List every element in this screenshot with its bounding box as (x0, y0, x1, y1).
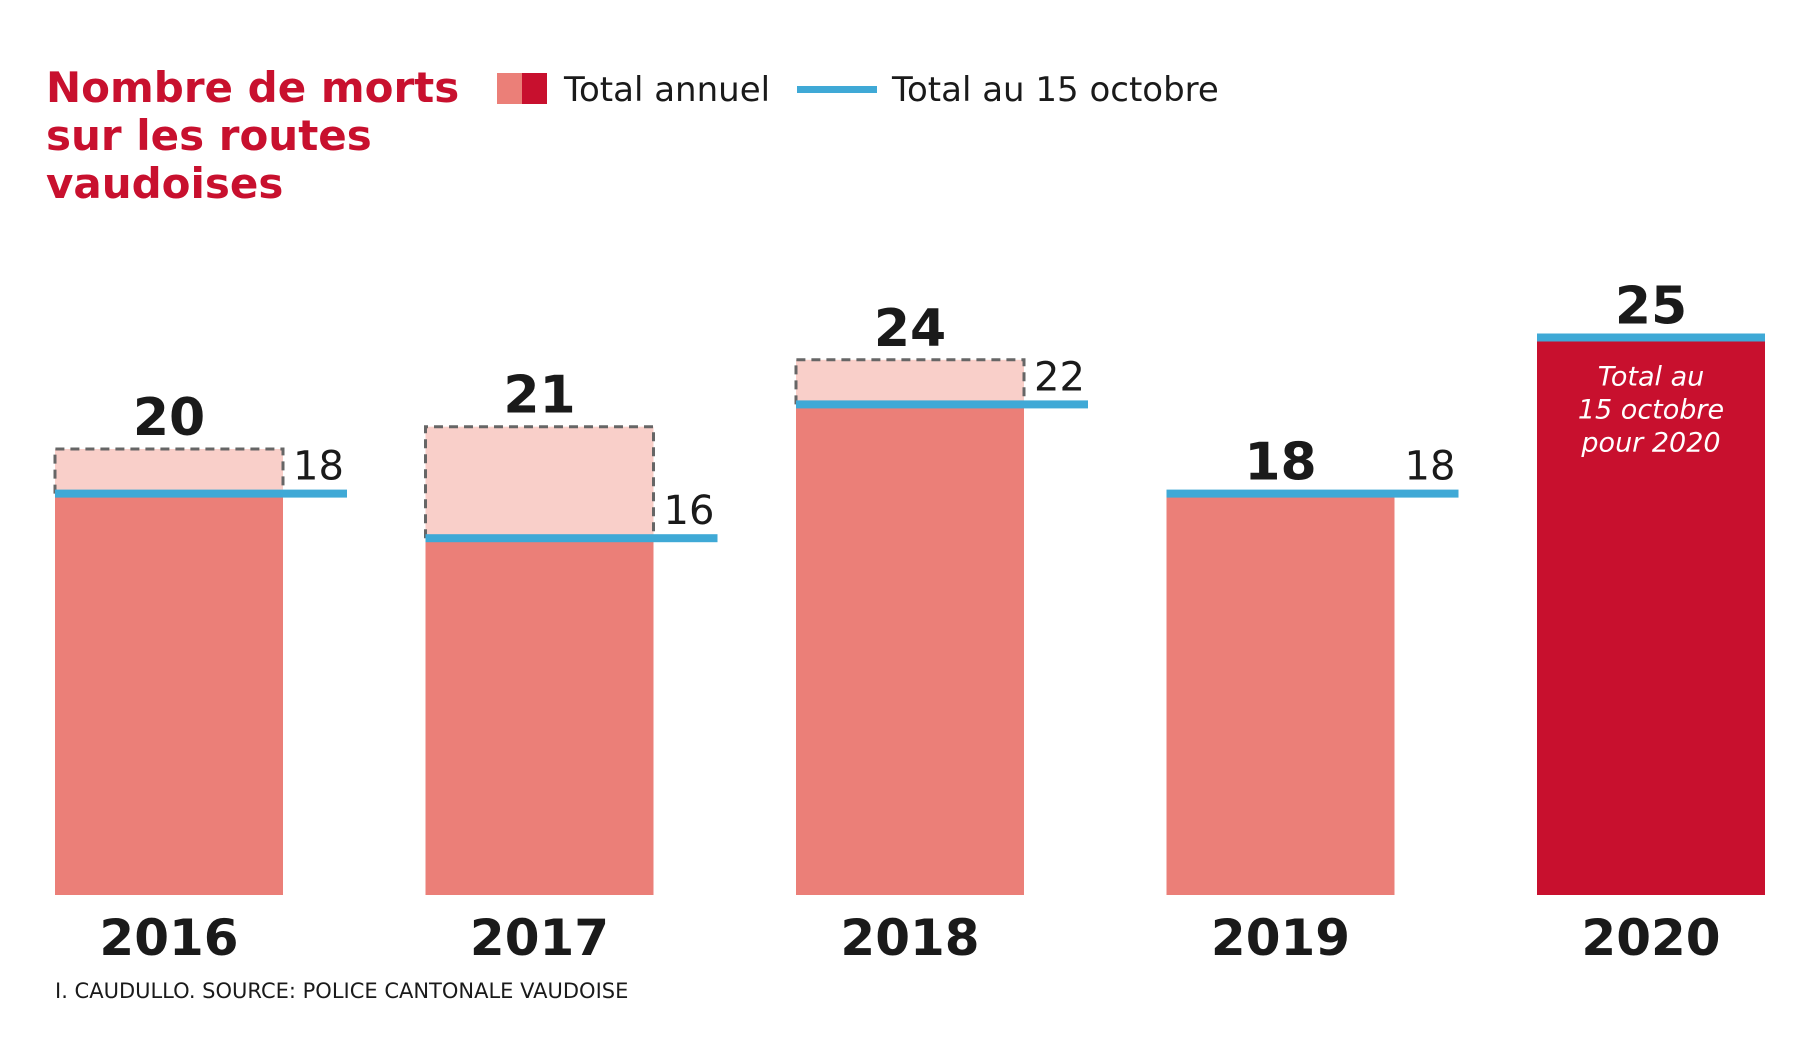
note-2020-line-1: Total au (1598, 362, 1705, 393)
chart-title-line-2: sur les routes (46, 111, 372, 160)
october-label-2017: 16 (664, 488, 715, 534)
bar-remainder-2016 (55, 449, 283, 494)
legend-swatch-october (797, 86, 877, 93)
bars: 18 20 2016 16 21 2017 22 24 2018 18 18 2019 Total au… (53, 277, 1765, 967)
bar-2018 (796, 404, 1024, 895)
october-line-2017 (425, 534, 718, 543)
bar-2016 (55, 493, 283, 895)
legend-swatch-annual-dark (522, 73, 547, 104)
october-line-2018 (796, 400, 1088, 409)
legend-label-october: Total au 15 octobre (891, 70, 1219, 110)
total-label-2018: 24 (874, 299, 946, 359)
bar-2020 (1537, 337, 1765, 895)
bar-2017 (425, 538, 654, 895)
bar-outline-2017 (424, 425, 655, 539)
bar-remainder-2018 (796, 359, 1024, 405)
year-label-2017: 2017 (470, 909, 609, 967)
year-label-2016: 2016 (99, 909, 238, 967)
chart-title-line-3: vaudoises (46, 159, 283, 208)
october-label-2016: 18 (293, 444, 344, 490)
bar-remainder-2017 (425, 426, 654, 539)
chart-title: Nombre de morts sur les routes vaudoises (46, 63, 459, 208)
october-label-2018: 22 (1034, 354, 1085, 400)
source-note: I. CAUDULLO. SOURCE: POLICE CANTONALE VA… (55, 979, 628, 1003)
total-label-2017: 21 (503, 366, 575, 426)
bar-outline-2018 (794, 358, 1026, 405)
year-label-2020: 2020 (1581, 909, 1720, 967)
note-2020-line-3: pour 2020 (1580, 428, 1720, 459)
legend-swatch-annual-light (497, 73, 522, 104)
october-line-2020 (1537, 333, 1765, 342)
october-label-2019: 18 (1405, 444, 1456, 490)
bar-2019 (1166, 493, 1395, 895)
legend-label-annual: Total annuel (563, 70, 770, 110)
year-label-2018: 2018 (840, 909, 979, 967)
total-label-2019: 18 (1244, 433, 1316, 493)
year-label-2019: 2019 (1211, 909, 1350, 967)
october-line-2016 (55, 489, 347, 498)
bar-outline-2016 (53, 447, 285, 494)
note-2020-line-2: 15 octobre (1578, 395, 1724, 426)
chart-title-line-1: Nombre de morts (46, 63, 459, 112)
total-label-2020: 25 (1615, 277, 1687, 337)
legend: Total annuel Total au 15 octobre (497, 70, 1219, 110)
october-line-2019 (1166, 489, 1459, 498)
total-label-2016: 20 (133, 388, 205, 448)
